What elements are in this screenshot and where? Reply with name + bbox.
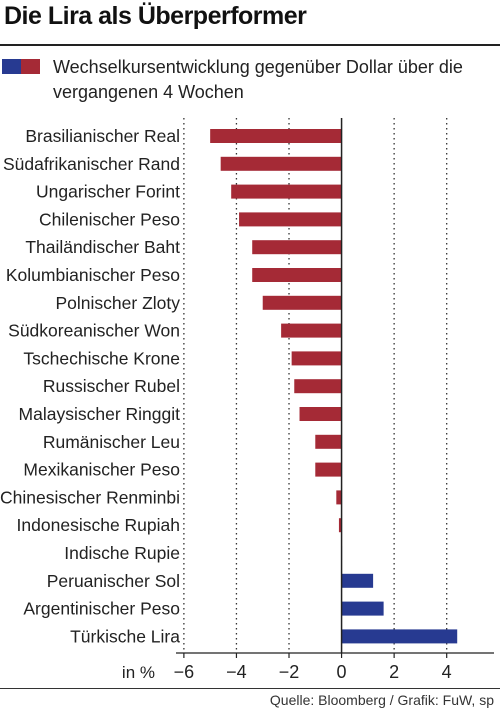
x-tick-label-1: −4	[226, 662, 247, 682]
bar-2	[231, 184, 342, 199]
chart-title: Die Lira als Überperformer	[4, 2, 307, 30]
category-label-16: Peruanischer Sol	[47, 571, 180, 591]
bar-16	[341, 573, 374, 588]
bar-5	[252, 268, 342, 282]
x-tick-label-5: 4	[442, 662, 452, 682]
bar-3	[239, 212, 342, 227]
category-label-11: Rumänischer Leu	[43, 432, 180, 452]
bar-9	[294, 379, 342, 394]
category-label-14: Indonesische Rupiah	[17, 515, 180, 535]
category-label-layer: Brasilianischer Real Südafrikanischer Ran…	[0, 126, 180, 646]
category-label-18: Türkische Lira	[70, 626, 180, 646]
x-axis: −6 −4 −2 0 2 4 in %	[122, 118, 494, 682]
x-tick-label-2: −2	[279, 662, 300, 682]
x-tick-label-3: 0	[337, 662, 347, 682]
legend-swatch-negative	[21, 59, 40, 74]
category-label-15: Indische Rupie	[64, 543, 180, 563]
bar-13	[336, 490, 342, 505]
category-label-1: Südafrikanischer Rand	[3, 154, 180, 174]
bar-8	[291, 351, 342, 366]
category-label-17: Argentinischer Peso	[23, 599, 180, 619]
category-label-3: Chilenischer Peso	[39, 209, 180, 229]
legend-swatch	[2, 59, 40, 74]
category-label-6: Polnischer Zloty	[56, 293, 181, 313]
bar-18	[341, 629, 458, 644]
x-unit-label: in %	[122, 663, 155, 682]
category-label-7: Südkoreanischer Won	[8, 321, 180, 341]
bar-17	[341, 601, 384, 616]
bar-7	[281, 323, 342, 338]
category-label-4: Thailändischer Baht	[25, 237, 180, 257]
legend-text: Wechselkursentwicklung gegenüber Dollar …	[53, 57, 463, 102]
category-label-0: Brasilianischer Real	[25, 126, 180, 146]
bar-6	[262, 295, 342, 310]
bar-layer	[210, 129, 458, 644]
bar-11	[315, 434, 342, 449]
x-tick-label-0: −6	[174, 662, 195, 682]
category-label-10: Malaysischer Ringgit	[19, 404, 181, 424]
x-tick-label-4: 2	[389, 662, 399, 682]
bar-14	[338, 518, 342, 533]
bar-4	[252, 240, 342, 255]
category-label-8: Tschechische Krone	[23, 348, 180, 368]
bar-0	[210, 129, 342, 143]
bar-10	[299, 407, 342, 421]
source-note: Quelle: Bloomberg / Grafik: FuW, sp	[269, 692, 494, 708]
legend-swatch-positive	[2, 59, 21, 74]
category-label-12: Mexikanischer Peso	[23, 460, 180, 480]
bar-12	[315, 462, 342, 477]
category-label-2: Ungarischer Forint	[36, 182, 180, 202]
category-label-5: Kolumbianischer Peso	[6, 265, 180, 285]
footer-rule	[0, 688, 500, 689]
bar-1	[220, 156, 342, 171]
grid-layer	[183, 118, 448, 652]
legend: Wechselkursentwicklung gegenüber Dollar …	[0, 55, 500, 109]
title-rule	[0, 44, 500, 46]
category-label-13: Chinesischer Renminbi	[0, 487, 180, 507]
category-label-9: Russischer Rubel	[43, 376, 180, 396]
